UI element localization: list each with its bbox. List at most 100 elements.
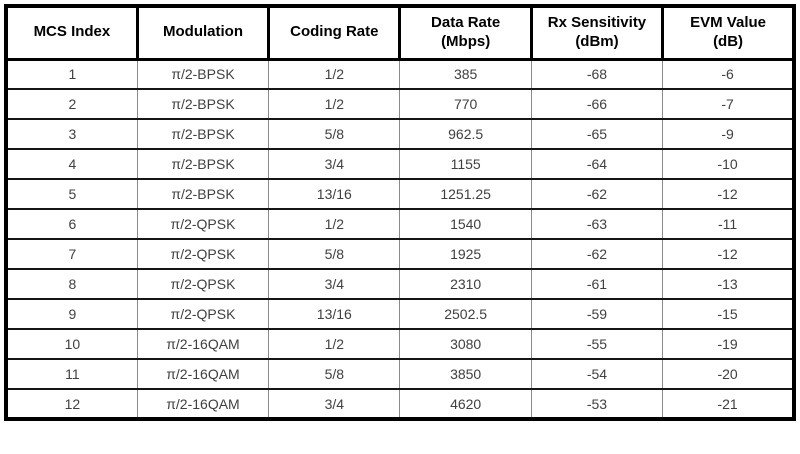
cell-rx-sensitivity: -54	[530, 358, 664, 390]
column-header-unit: (dB)	[713, 32, 744, 50]
cell-rx-sensitivity: -65	[530, 118, 664, 150]
cell-modulation: π/2-QPSK	[136, 268, 270, 300]
column-header-modulation: Modulation	[135, 4, 271, 61]
cell-data-rate: 4620	[399, 388, 532, 420]
cell-evm-value: -10	[662, 148, 795, 180]
cell-coding-rate: 1/2	[268, 208, 401, 240]
cell-data-rate: 962.5	[399, 118, 532, 150]
table-row: 5 π/2-BPSK 13/16 1251.25 -62 -12	[5, 178, 795, 210]
cell-rx-sensitivity: -63	[530, 208, 664, 240]
column-header-label: Modulation	[163, 23, 243, 41]
table-row: 11 π/2-16QAM 5/8 3850 -54 -20	[5, 358, 795, 390]
cell-evm-value: -19	[662, 328, 795, 360]
column-header-evm-value: EVM Value (dB)	[661, 4, 796, 61]
cell-mcs-index: 2	[5, 88, 138, 120]
cell-rx-sensitivity: -62	[530, 238, 664, 270]
table-row: 8 π/2-QPSK 3/4 2310 -61 -13	[5, 268, 795, 300]
cell-mcs-index: 3	[5, 118, 138, 150]
cell-data-rate: 770	[399, 88, 532, 120]
column-header-label: Rx Sensitivity	[547, 14, 647, 31]
cell-data-rate: 1155	[399, 148, 532, 180]
column-header-label: MCS Index	[33, 23, 111, 41]
column-header-label: Coding Rate	[290, 23, 379, 41]
cell-mcs-index: 6	[5, 208, 138, 240]
column-header-coding-rate: Coding Rate	[267, 4, 402, 61]
cell-coding-rate: 1/2	[268, 88, 401, 120]
cell-coding-rate: 3/4	[268, 148, 401, 180]
cell-rx-sensitivity: -68	[530, 58, 664, 90]
cell-coding-rate: 13/16	[268, 178, 401, 210]
cell-evm-value: -13	[662, 268, 795, 300]
table-row: 7 π/2-QPSK 5/8 1925 -62 -12	[5, 238, 795, 270]
cell-mcs-index: 8	[5, 268, 138, 300]
cell-evm-value: -11	[662, 208, 795, 240]
cell-modulation: π/2-QPSK	[136, 208, 270, 240]
table-row: 3 π/2-BPSK 5/8 962.5 -65 -9	[5, 118, 795, 150]
column-header-label: Data Rate	[431, 14, 501, 31]
column-header-unit: (dBm)	[575, 32, 619, 50]
cell-mcs-index: 5	[5, 178, 138, 210]
cell-rx-sensitivity: -53	[530, 388, 664, 420]
cell-evm-value: -20	[662, 358, 795, 390]
cell-evm-value: -9	[662, 118, 795, 150]
cell-modulation: π/2-16QAM	[136, 328, 270, 360]
cell-mcs-index: 4	[5, 148, 138, 180]
cell-data-rate: 3080	[399, 328, 532, 360]
cell-modulation: π/2-BPSK	[136, 88, 270, 120]
cell-data-rate: 2310	[399, 268, 532, 300]
cell-mcs-index: 9	[5, 298, 138, 330]
cell-mcs-index: 7	[5, 238, 138, 270]
cell-coding-rate: 3/4	[268, 268, 401, 300]
table-row: 12 π/2-16QAM 3/4 4620 -53 -21	[5, 388, 795, 420]
cell-modulation: π/2-BPSK	[136, 118, 270, 150]
cell-modulation: π/2-BPSK	[136, 178, 270, 210]
column-header-mcs-index: MCS Index	[4, 4, 139, 61]
cell-mcs-index: 10	[5, 328, 138, 360]
table-row: 1 π/2-BPSK 1/2 385 -68 -6	[5, 58, 795, 90]
cell-evm-value: -12	[662, 238, 795, 270]
cell-evm-value: -7	[662, 88, 795, 120]
cell-evm-value: -15	[662, 298, 795, 330]
cell-data-rate: 385	[399, 58, 532, 90]
cell-coding-rate: 5/8	[268, 118, 401, 150]
table-row: 10 π/2-16QAM 1/2 3080 -55 -19	[5, 328, 795, 360]
cell-coding-rate: 1/2	[268, 58, 401, 90]
column-header-label: EVM Value	[690, 14, 766, 31]
cell-evm-value: -12	[662, 178, 795, 210]
table-row: 6 π/2-QPSK 1/2 1540 -63 -11	[5, 208, 795, 240]
cell-data-rate: 3850	[399, 358, 532, 390]
cell-mcs-index: 11	[5, 358, 138, 390]
header-row: MCS Index Modulation Coding Rate Data Ra…	[4, 4, 796, 61]
cell-modulation: π/2-16QAM	[136, 388, 270, 420]
cell-data-rate: 2502.5	[399, 298, 532, 330]
column-header-unit: (Mbps)	[441, 32, 491, 50]
cell-data-rate: 1540	[399, 208, 532, 240]
cell-evm-value: -21	[662, 388, 795, 420]
cell-mcs-index: 1	[5, 58, 138, 90]
cell-modulation: π/2-QPSK	[136, 298, 270, 330]
cell-rx-sensitivity: -55	[530, 328, 664, 360]
cell-rx-sensitivity: -59	[530, 298, 664, 330]
cell-coding-rate: 13/16	[268, 298, 401, 330]
cell-data-rate: 1925	[399, 238, 532, 270]
mcs-table: MCS Index Modulation Coding Rate Data Ra…	[4, 4, 796, 421]
cell-modulation: π/2-16QAM	[136, 358, 270, 390]
cell-coding-rate: 5/8	[268, 238, 401, 270]
cell-rx-sensitivity: -62	[530, 178, 664, 210]
cell-coding-rate: 1/2	[268, 328, 401, 360]
column-header-data-rate: Data Rate (Mbps)	[398, 4, 533, 61]
cell-coding-rate: 5/8	[268, 358, 401, 390]
table-row: 2 π/2-BPSK 1/2 770 -66 -7	[5, 88, 795, 120]
cell-rx-sensitivity: -66	[530, 88, 664, 120]
cell-modulation: π/2-BPSK	[136, 148, 270, 180]
table-row: 4 π/2-BPSK 3/4 1155 -64 -10	[5, 148, 795, 180]
cell-modulation: π/2-BPSK	[136, 58, 270, 90]
cell-evm-value: -6	[662, 58, 795, 90]
cell-rx-sensitivity: -64	[530, 148, 664, 180]
table-row: 9 π/2-QPSK 13/16 2502.5 -59 -15	[5, 298, 795, 330]
cell-data-rate: 1251.25	[399, 178, 532, 210]
cell-modulation: π/2-QPSK	[136, 238, 270, 270]
cell-mcs-index: 12	[5, 388, 138, 420]
page: MCS Index Modulation Coding Rate Data Ra…	[4, 4, 796, 421]
column-header-rx-sensitivity: Rx Sensitivity (dBm)	[529, 4, 665, 61]
